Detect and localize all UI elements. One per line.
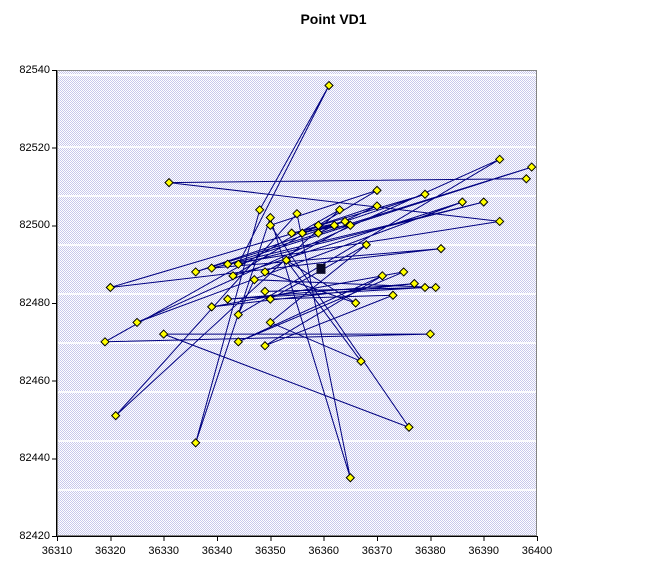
data-point-diamond [233,337,244,347]
data-point-diamond [345,220,356,231]
data-point-diamond [222,259,233,269]
data-point-diamond [398,267,409,277]
data-point-diamond [286,228,297,238]
y-axis-tick-label: 82480 [19,297,50,309]
data-point-diamond [313,220,324,231]
data-point-diamond [260,286,270,297]
data-point-diamond [110,410,121,421]
x-axis-tick-label: 36330 [148,545,179,557]
data-point-diamond [350,298,361,308]
y-axis-tick-label: 82420 [19,530,50,542]
data-point-diamond [292,208,302,219]
data-point-diamond [526,162,537,172]
y-axis-tick-label: 82540 [19,64,50,76]
data-point-diamond [420,189,430,199]
y-axis-tick-label: 82520 [19,141,50,154]
data-point-diamond [372,201,382,211]
data-point-diamond [228,271,238,281]
data-point-diamond [436,243,446,254]
data-point-diamond [254,205,265,215]
data-point-diamond [361,240,372,250]
data-point-diamond [430,282,441,293]
data-point-diamond [100,337,110,347]
data-point-diamond [260,267,270,277]
data-point-diamond [190,267,201,277]
data-point-diamond [105,282,116,293]
data-point-diamond [206,263,217,273]
data-point-diamond [409,278,420,289]
x-axis-tick-label: 36350 [255,545,286,557]
data-point-diamond [324,80,334,91]
data-point-diamond [340,216,350,227]
data-point-diamond [265,212,276,223]
x-axis-tick-label: 36360 [308,545,339,557]
data-point-diamond [377,271,388,281]
y-axis-tick-label: 82460 [19,374,50,387]
data-point-diamond [494,216,505,227]
y-axis-tick-label: 82440 [19,452,50,465]
data-point-diamond [265,294,276,304]
data-point-diamond [313,228,324,238]
data-point-diamond [404,422,414,432]
reference-point-square [316,263,326,274]
data-point-diamond [222,294,233,304]
data-point-diamond [457,197,468,207]
series-path [104,85,532,478]
data-point-diamond [521,174,532,184]
data-point-diamond [420,282,430,293]
data-point-diamond [265,220,276,231]
data-point-diamond [388,290,398,300]
data-point-diamond [132,317,142,328]
data-point-diamond [334,205,345,215]
data-point-diamond [233,259,244,269]
data-point-diamond [494,154,505,165]
x-axis-tick-label: 36370 [361,545,393,557]
x-axis-tick-label: 36390 [468,545,499,557]
x-axis-tick-label: 36310 [41,545,73,557]
data-point-diamond [265,317,276,328]
data-point-diamond [158,329,169,339]
data-point-diamond [249,274,260,285]
data-point-diamond [164,177,174,188]
data-point-diamond [281,255,292,265]
data-point-diamond [478,197,489,207]
data-point-diamond [345,473,356,483]
x-axis-tick-label: 36400 [521,545,553,557]
x-axis-tick-label: 36340 [201,545,233,557]
data-point-diamond [425,329,436,339]
data-point-diamond [260,341,270,351]
x-axis-tick-label: 36380 [415,545,446,557]
data-point-diamond [329,220,340,231]
y-axis-tick-label: 82500 [19,219,50,232]
data-point-diamond [233,309,244,320]
data-point-diamond [372,185,382,196]
data-point-diamond [206,302,217,312]
chart-title: Point VD1 [300,11,367,27]
data-point-diamond [356,356,366,366]
x-axis-tick-label: 36320 [95,545,126,557]
data-point-diamond [190,438,201,448]
data-point-diamond [297,228,308,238]
